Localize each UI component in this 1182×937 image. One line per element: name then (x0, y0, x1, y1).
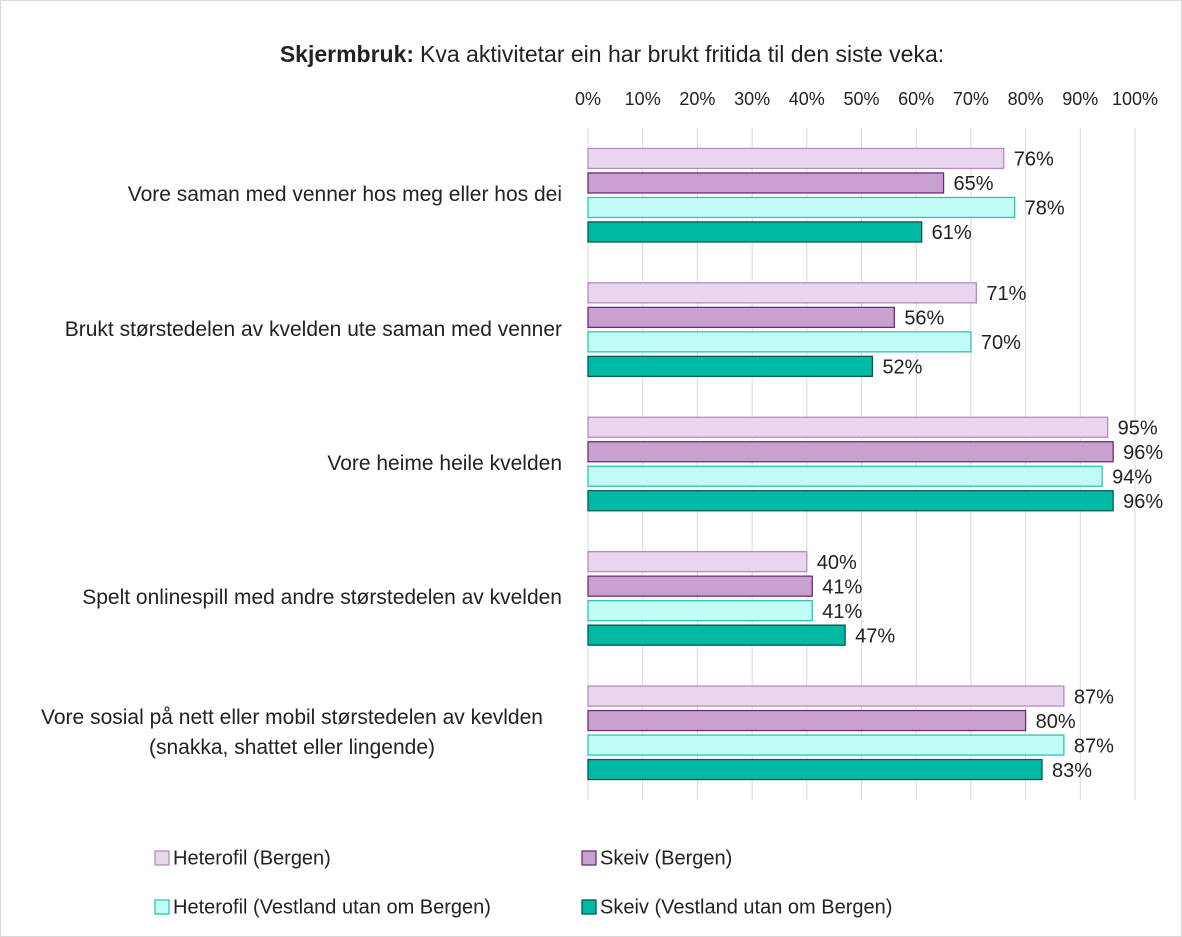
legend-label: Heterofil (Bergen) (173, 847, 331, 869)
bar (587, 624, 846, 646)
value-label: 65% (954, 173, 994, 195)
title-text: Kva aktivitetar ein har brukt fritida ti… (420, 41, 944, 67)
value-label: 47% (855, 625, 895, 647)
category-label: Spelt onlinespill med andre størstedelen… (22, 583, 562, 613)
bar (587, 490, 1114, 512)
value-label: 61% (932, 222, 972, 244)
value-label: 76% (1014, 149, 1054, 171)
x-tick-label: 90% (1062, 89, 1098, 109)
chart-title: Skjermbruk: Kva aktivitetar ein har brukt… (280, 41, 944, 67)
category-label: Vore sosial på nett eller mobil størsted… (22, 703, 562, 763)
bar (587, 306, 895, 329)
value-label: 87% (1074, 686, 1114, 708)
x-tick-label: 70% (953, 89, 989, 109)
value-label: 52% (882, 357, 922, 379)
legend-label: Skeiv (Vestland utan om Bergen) (600, 896, 892, 918)
category-text: Vore sosial på nett eller mobil størsted… (41, 705, 543, 759)
bar (587, 282, 978, 304)
bar (587, 416, 1109, 438)
legend-label: Skeiv (Bergen) (600, 847, 732, 869)
x-tick-label: 80% (1008, 89, 1044, 109)
category-text: Vore saman med venner hos meg eller hos … (127, 183, 562, 207)
value-label: 95% (1118, 418, 1158, 440)
bar (587, 551, 808, 573)
value-label: 41% (822, 576, 862, 598)
bar (587, 709, 1027, 732)
category-text: Vore heime heile kvelden (327, 452, 562, 475)
value-label: 96% (1123, 442, 1163, 464)
category-label: Brukt størstedelen av kvelden ute saman … (22, 315, 562, 345)
value-label: 80% (1036, 711, 1076, 733)
value-label: 70% (981, 332, 1021, 354)
value-label: 83% (1052, 760, 1092, 782)
x-tick-label: 0% (575, 89, 601, 109)
legend-swatch (581, 899, 597, 915)
bar (587, 355, 874, 378)
x-tick-label: 60% (898, 89, 934, 109)
category-label: Vore saman med venner hos meg eller hos … (22, 180, 562, 210)
legend-swatch (154, 850, 170, 866)
legend-label: Heterofil (Vestland utan om Bergen) (173, 896, 491, 918)
bar (587, 441, 1114, 463)
category-text: Spelt onlinespill med andre størstedelen… (82, 586, 562, 610)
value-label: 41% (822, 601, 862, 623)
legend-swatch (581, 850, 597, 866)
x-tick-label: 50% (843, 89, 879, 109)
legend-swatch (154, 899, 170, 915)
value-label: 94% (1112, 467, 1152, 489)
bar (587, 196, 1016, 219)
value-label: 96% (1123, 491, 1163, 513)
bar (587, 685, 1065, 707)
bar (587, 758, 1043, 781)
bar (587, 172, 945, 194)
category-label: Vore heime heile kvelden (22, 449, 562, 479)
title-lead: Skjermbruk: (280, 41, 414, 67)
category-text: Brukt størstedelen av kvelden ute saman … (64, 317, 562, 341)
x-tick-label: 20% (679, 89, 715, 109)
value-label: 78% (1025, 198, 1065, 220)
x-tick-label: 30% (734, 89, 770, 109)
bar (587, 331, 972, 353)
bar (587, 147, 1005, 170)
x-tick-label: 10% (625, 89, 661, 109)
value-label: 40% (817, 552, 857, 574)
bar (587, 465, 1103, 487)
value-label: 71% (986, 283, 1026, 305)
bar (587, 734, 1065, 756)
x-tick-label: 40% (789, 89, 825, 109)
x-tick-label: 100% (1112, 89, 1158, 109)
bar (587, 221, 923, 243)
value-label: 56% (904, 308, 944, 330)
value-label: 87% (1074, 735, 1114, 757)
bar (587, 575, 813, 597)
bar (587, 600, 813, 622)
